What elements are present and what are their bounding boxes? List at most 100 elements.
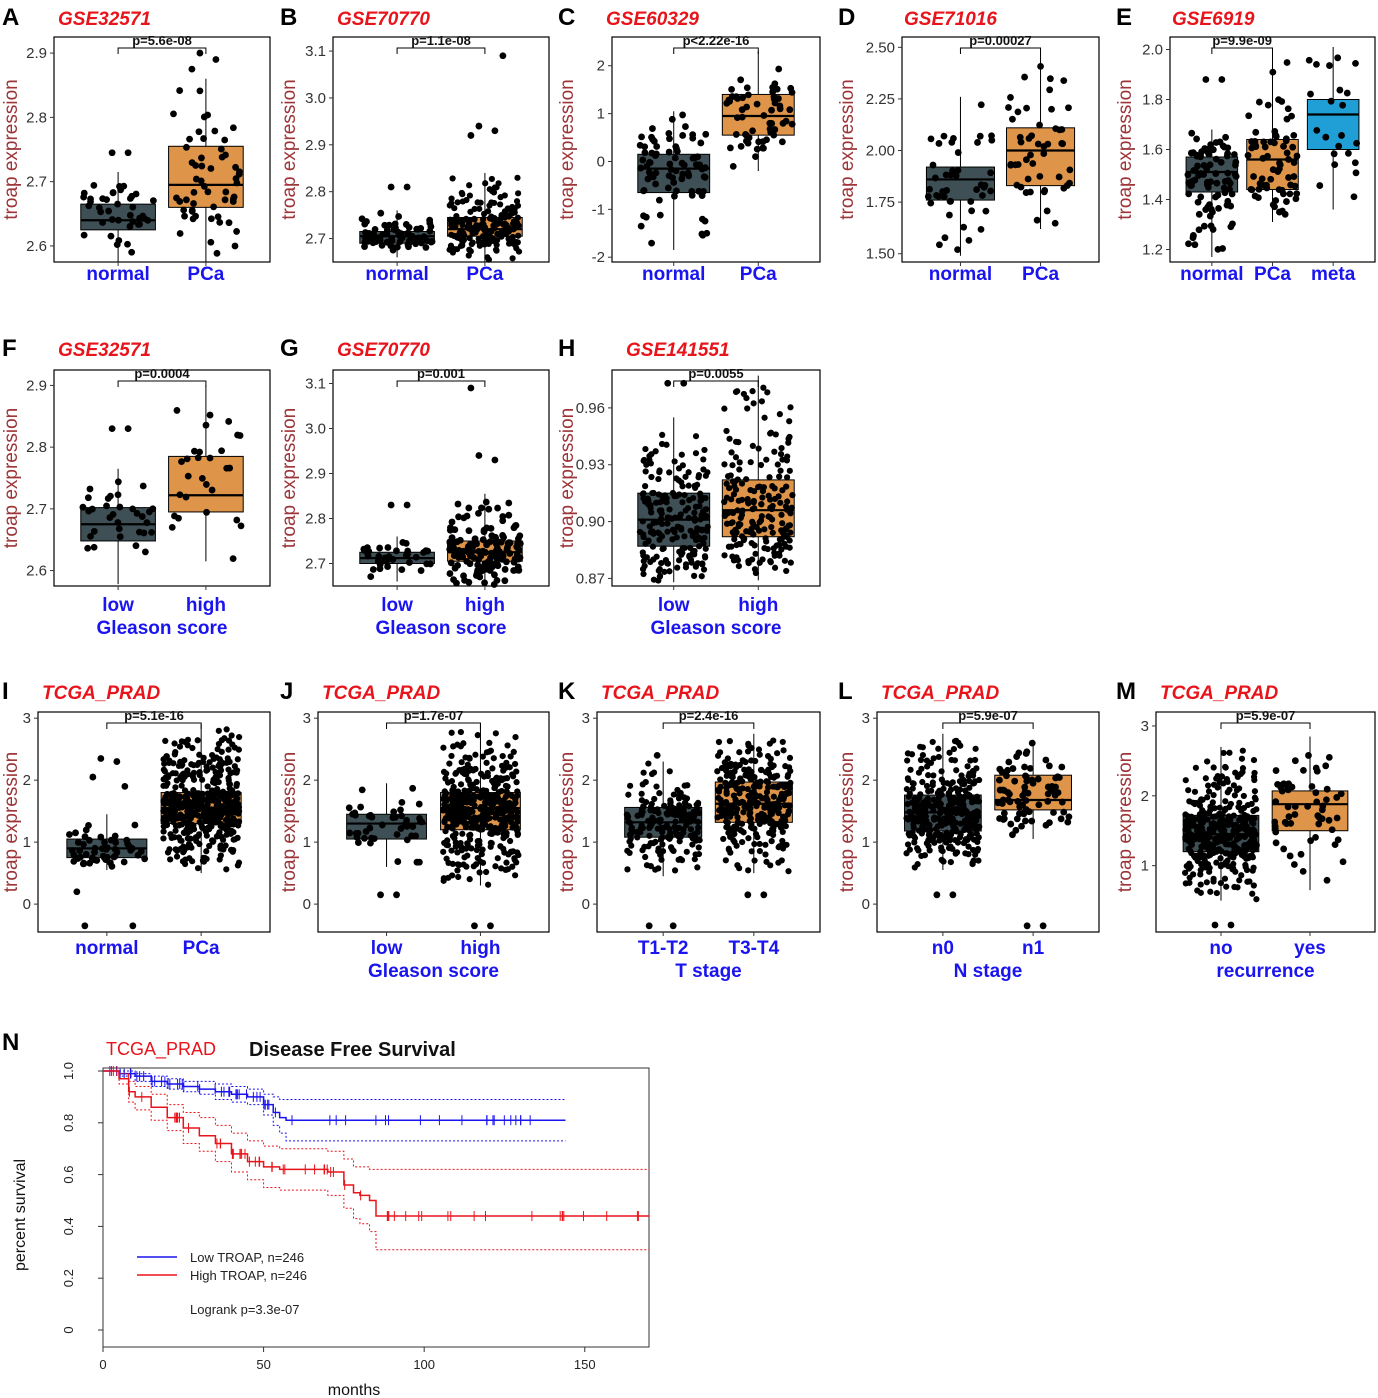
data-point [424,547,432,555]
pvalue-label-K: p=2.4e-16 [679,708,739,723]
data-point [669,922,677,930]
data-point [448,200,455,207]
data-point [490,189,498,196]
data-point [1287,819,1295,827]
data-point [1029,160,1037,167]
data-point [749,127,756,135]
data-point [441,817,448,824]
data-point [786,106,794,114]
data-point [415,858,423,866]
data-point [908,751,916,758]
data-point [972,745,979,752]
data-point [666,768,673,775]
data-point [160,782,167,789]
data-point [778,546,785,553]
data-point [767,430,774,437]
data-point [1214,191,1222,199]
data-point [441,788,448,795]
data-point [459,221,466,229]
data-point [501,577,509,585]
data-point [216,856,223,863]
data-point [667,844,675,851]
data-point [764,784,772,791]
data-point [129,218,137,225]
data-point [1269,201,1277,209]
data-point [770,545,777,552]
data-point [1313,798,1321,806]
data-point [694,806,701,813]
data-point [1219,825,1226,832]
data-point [732,478,739,485]
data-point [1353,139,1361,147]
data-point [358,215,366,223]
data-point [412,240,420,248]
data-point [444,823,451,830]
data-point [1202,815,1209,822]
data-point [957,803,964,810]
data-point [783,474,791,481]
data-point [198,154,205,162]
y-tick-label: 1.4 [1142,192,1163,209]
data-point [653,553,660,560]
data-point [1239,747,1246,754]
data-point [511,206,518,213]
data-point [205,814,213,821]
data-point [1250,820,1257,827]
survival-dataset-title: TCGA_PRAD [106,1039,216,1060]
category-label-T1-T2: T1-T2 [638,938,689,959]
y-tick-label: 0 [303,896,311,913]
data-point [510,226,517,233]
data-point [977,101,985,109]
data-point [498,803,506,810]
data-point [910,814,917,821]
data-point [949,891,957,899]
pvalue-label-L: p=5.9e-07 [958,708,1018,723]
data-point [679,499,686,506]
data-point [361,834,368,842]
data-point [1230,860,1237,868]
data-point [486,792,493,799]
data-point [925,831,933,838]
y-tick-label: 0.87 [576,570,605,587]
data-point [1202,206,1210,214]
data-point [1230,782,1237,789]
y-tick-label: 3 [1141,718,1149,735]
data-point [642,483,649,490]
pvalue-label-E: p=9.9e-09 [1212,33,1272,48]
survival-y-tick-label: 0.6 [61,1166,76,1184]
data-point [452,770,459,777]
data-point [738,798,746,805]
data-point [727,763,734,770]
x-axis-label-G: Gleason score [376,618,507,639]
data-point [736,459,743,466]
data-point [942,171,950,179]
data-point [726,781,734,789]
data-point [933,891,941,899]
data-point [665,148,673,156]
data-point [1286,190,1294,198]
data-point [676,802,683,809]
data-point [218,748,225,755]
data-point [387,183,395,191]
data-point [132,542,140,550]
data-point [671,824,679,831]
data-point [107,492,114,500]
data-point [409,784,417,792]
data-point [730,491,738,498]
data-point [965,823,973,830]
data-point [740,809,747,816]
data-point [194,737,201,744]
data-point [921,821,928,828]
data-point [947,805,954,812]
panel-title-M: TCGA_PRAD [1160,683,1279,704]
data-point [665,130,673,137]
data-point [1322,762,1330,770]
data-point [236,733,243,741]
data-point [1191,816,1198,823]
data-point [70,857,78,865]
data-point [473,786,480,793]
data-point [460,797,468,804]
data-point [639,490,646,498]
y-axis-label-F: troap expression [1,408,22,548]
